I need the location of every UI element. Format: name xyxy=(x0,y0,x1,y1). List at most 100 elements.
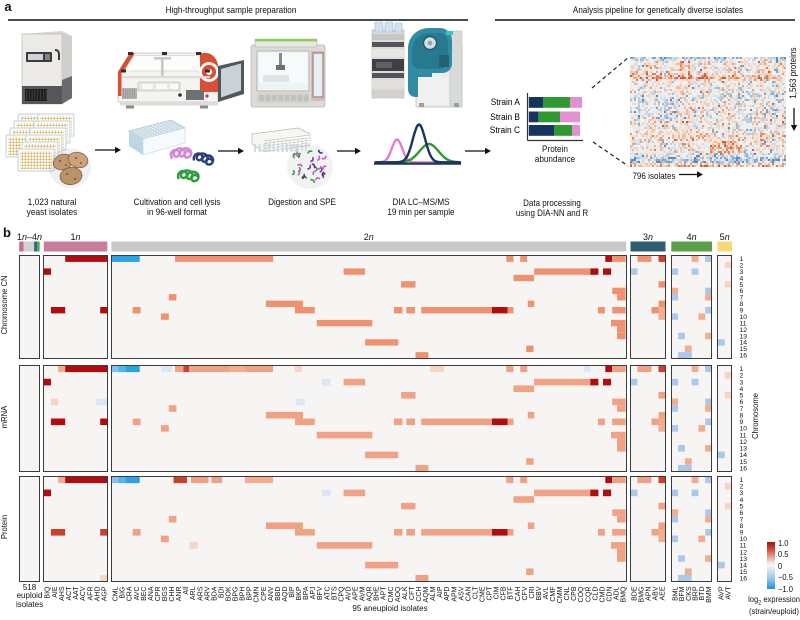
svg-text:3: 3 xyxy=(740,269,744,276)
svg-text:BTF: BTF xyxy=(508,587,515,600)
svg-text:ATC: ATC xyxy=(324,587,331,600)
svg-text:12: 12 xyxy=(740,327,748,334)
svg-text:ARS: ARS xyxy=(197,586,204,601)
svg-text:5: 5 xyxy=(740,282,744,289)
svg-text:CRI: CRI xyxy=(529,586,536,598)
svg-text:14: 14 xyxy=(740,452,748,459)
svg-text:ACT: ACT xyxy=(66,586,73,601)
svg-text:6: 6 xyxy=(740,288,744,295)
svg-text:CHH: CHH xyxy=(169,587,176,602)
svg-text:BDE: BDE xyxy=(632,586,639,601)
svg-text:2: 2 xyxy=(740,263,744,270)
svg-text:BHE: BHE xyxy=(374,586,381,601)
svg-text:11: 11 xyxy=(740,320,747,327)
svg-text:CLT: CLT xyxy=(472,586,479,599)
svg-text:BPA: BPA xyxy=(303,586,310,600)
svg-text:BIG: BIG xyxy=(120,587,127,599)
svg-text:14: 14 xyxy=(740,562,748,569)
svg-text:AVD: AVD xyxy=(345,587,352,601)
svg-text:BEC: BEC xyxy=(141,587,148,601)
svg-text:AFR: AFR xyxy=(87,587,94,601)
svg-text:16: 16 xyxy=(740,353,748,360)
svg-text:3: 3 xyxy=(740,379,744,386)
svg-text:BTD: BTD xyxy=(699,587,706,601)
svg-text:AIE: AIE xyxy=(52,586,59,598)
svg-text:AQD: AQD xyxy=(282,587,289,602)
svg-text:AGP: AGP xyxy=(102,586,109,601)
svg-text:BIP: BIP xyxy=(289,586,296,598)
svg-text:AHD: AHD xyxy=(94,587,101,602)
svg-text:16: 16 xyxy=(740,576,748,583)
svg-text:CME: CME xyxy=(480,586,487,602)
svg-text:BPH: BPH xyxy=(240,587,247,601)
svg-text:11: 11 xyxy=(740,543,747,550)
svg-text:6: 6 xyxy=(740,510,744,517)
svg-text:CPQ: CPQ xyxy=(338,586,345,602)
svg-text:BOK: BOK xyxy=(226,586,233,601)
svg-text:11: 11 xyxy=(740,432,747,439)
svg-text:ACV: ACV xyxy=(80,586,87,601)
svg-text:ARL: ARL xyxy=(190,586,197,600)
svg-text:AEE: AEE xyxy=(660,586,667,600)
svg-text:CDN: CDN xyxy=(607,587,614,602)
svg-text:BMQ: BMQ xyxy=(621,586,628,603)
svg-text:ASV: ASV xyxy=(458,586,465,600)
svg-text:12: 12 xyxy=(740,439,748,446)
svg-text:10: 10 xyxy=(740,426,748,433)
svg-text:10: 10 xyxy=(740,536,748,543)
svg-text:BBD: BBD xyxy=(275,587,282,601)
svg-text:APN: APN xyxy=(646,587,653,601)
svg-text:ALK: ALK xyxy=(402,586,409,600)
svg-text:14: 14 xyxy=(740,340,748,347)
svg-text:CKS: CKS xyxy=(686,586,693,601)
svg-text:ANV: ANV xyxy=(268,586,275,601)
svg-text:APD: APD xyxy=(444,587,451,601)
svg-text:CFV: CFV xyxy=(522,586,529,600)
svg-text:BPP: BPP xyxy=(247,586,254,600)
svg-text:BMG: BMG xyxy=(639,587,646,603)
svg-text:13: 13 xyxy=(740,556,748,563)
svg-text:COQ: COQ xyxy=(578,586,585,603)
svg-text:12: 12 xyxy=(740,549,748,556)
svg-text:9: 9 xyxy=(740,419,744,426)
svg-text:1: 1 xyxy=(740,366,744,373)
svg-text:8: 8 xyxy=(740,413,744,420)
svg-text:8: 8 xyxy=(740,523,744,530)
svg-text:BRP: BRP xyxy=(692,586,699,601)
svg-text:CPR: CPR xyxy=(155,587,162,602)
svg-text:AQM: AQM xyxy=(423,586,430,602)
svg-text:3: 3 xyxy=(740,490,744,497)
svg-text:15: 15 xyxy=(740,346,748,353)
svg-text:CMC: CMC xyxy=(388,587,395,603)
svg-text:APM: APM xyxy=(451,586,458,601)
svg-text:APE: APE xyxy=(353,586,360,600)
svg-text:9: 9 xyxy=(740,308,744,315)
svg-text:AOQ: AOQ xyxy=(395,586,402,602)
svg-text:16: 16 xyxy=(740,466,748,473)
svg-text:1: 1 xyxy=(740,256,744,263)
svg-text:APJ: APJ xyxy=(310,587,317,600)
svg-text:BDI: BDI xyxy=(218,586,225,598)
svg-text:AVC: AVC xyxy=(134,587,141,601)
svg-text:ALM: ALM xyxy=(430,586,437,601)
svg-text:CIM: CIM xyxy=(494,586,501,599)
svg-text:AIl: AIl xyxy=(183,586,190,595)
svg-text:CPT: CPT xyxy=(487,586,494,601)
svg-text:10: 10 xyxy=(740,314,748,321)
svg-text:9: 9 xyxy=(740,530,744,537)
svg-text:2: 2 xyxy=(740,373,744,380)
svg-text:BKP: BKP xyxy=(296,586,303,600)
svg-text:7: 7 xyxy=(740,517,744,524)
svg-text:2: 2 xyxy=(740,484,744,491)
svg-text:BTS: BTS xyxy=(331,586,338,600)
svg-text:CPB: CPB xyxy=(571,586,578,601)
svg-text:4: 4 xyxy=(740,497,744,504)
svg-text:5: 5 xyxy=(740,503,744,510)
svg-text:CFB: CFB xyxy=(501,586,508,600)
svg-text:BFV: BFV xyxy=(317,586,324,600)
svg-text:AQR: AQR xyxy=(367,587,374,602)
svg-text:ANR: ANR xyxy=(176,587,183,602)
svg-text:CNL: CNL xyxy=(564,586,571,600)
svg-text:ADL: ADL xyxy=(614,586,621,600)
svg-text:AHS: AHS xyxy=(59,586,66,601)
